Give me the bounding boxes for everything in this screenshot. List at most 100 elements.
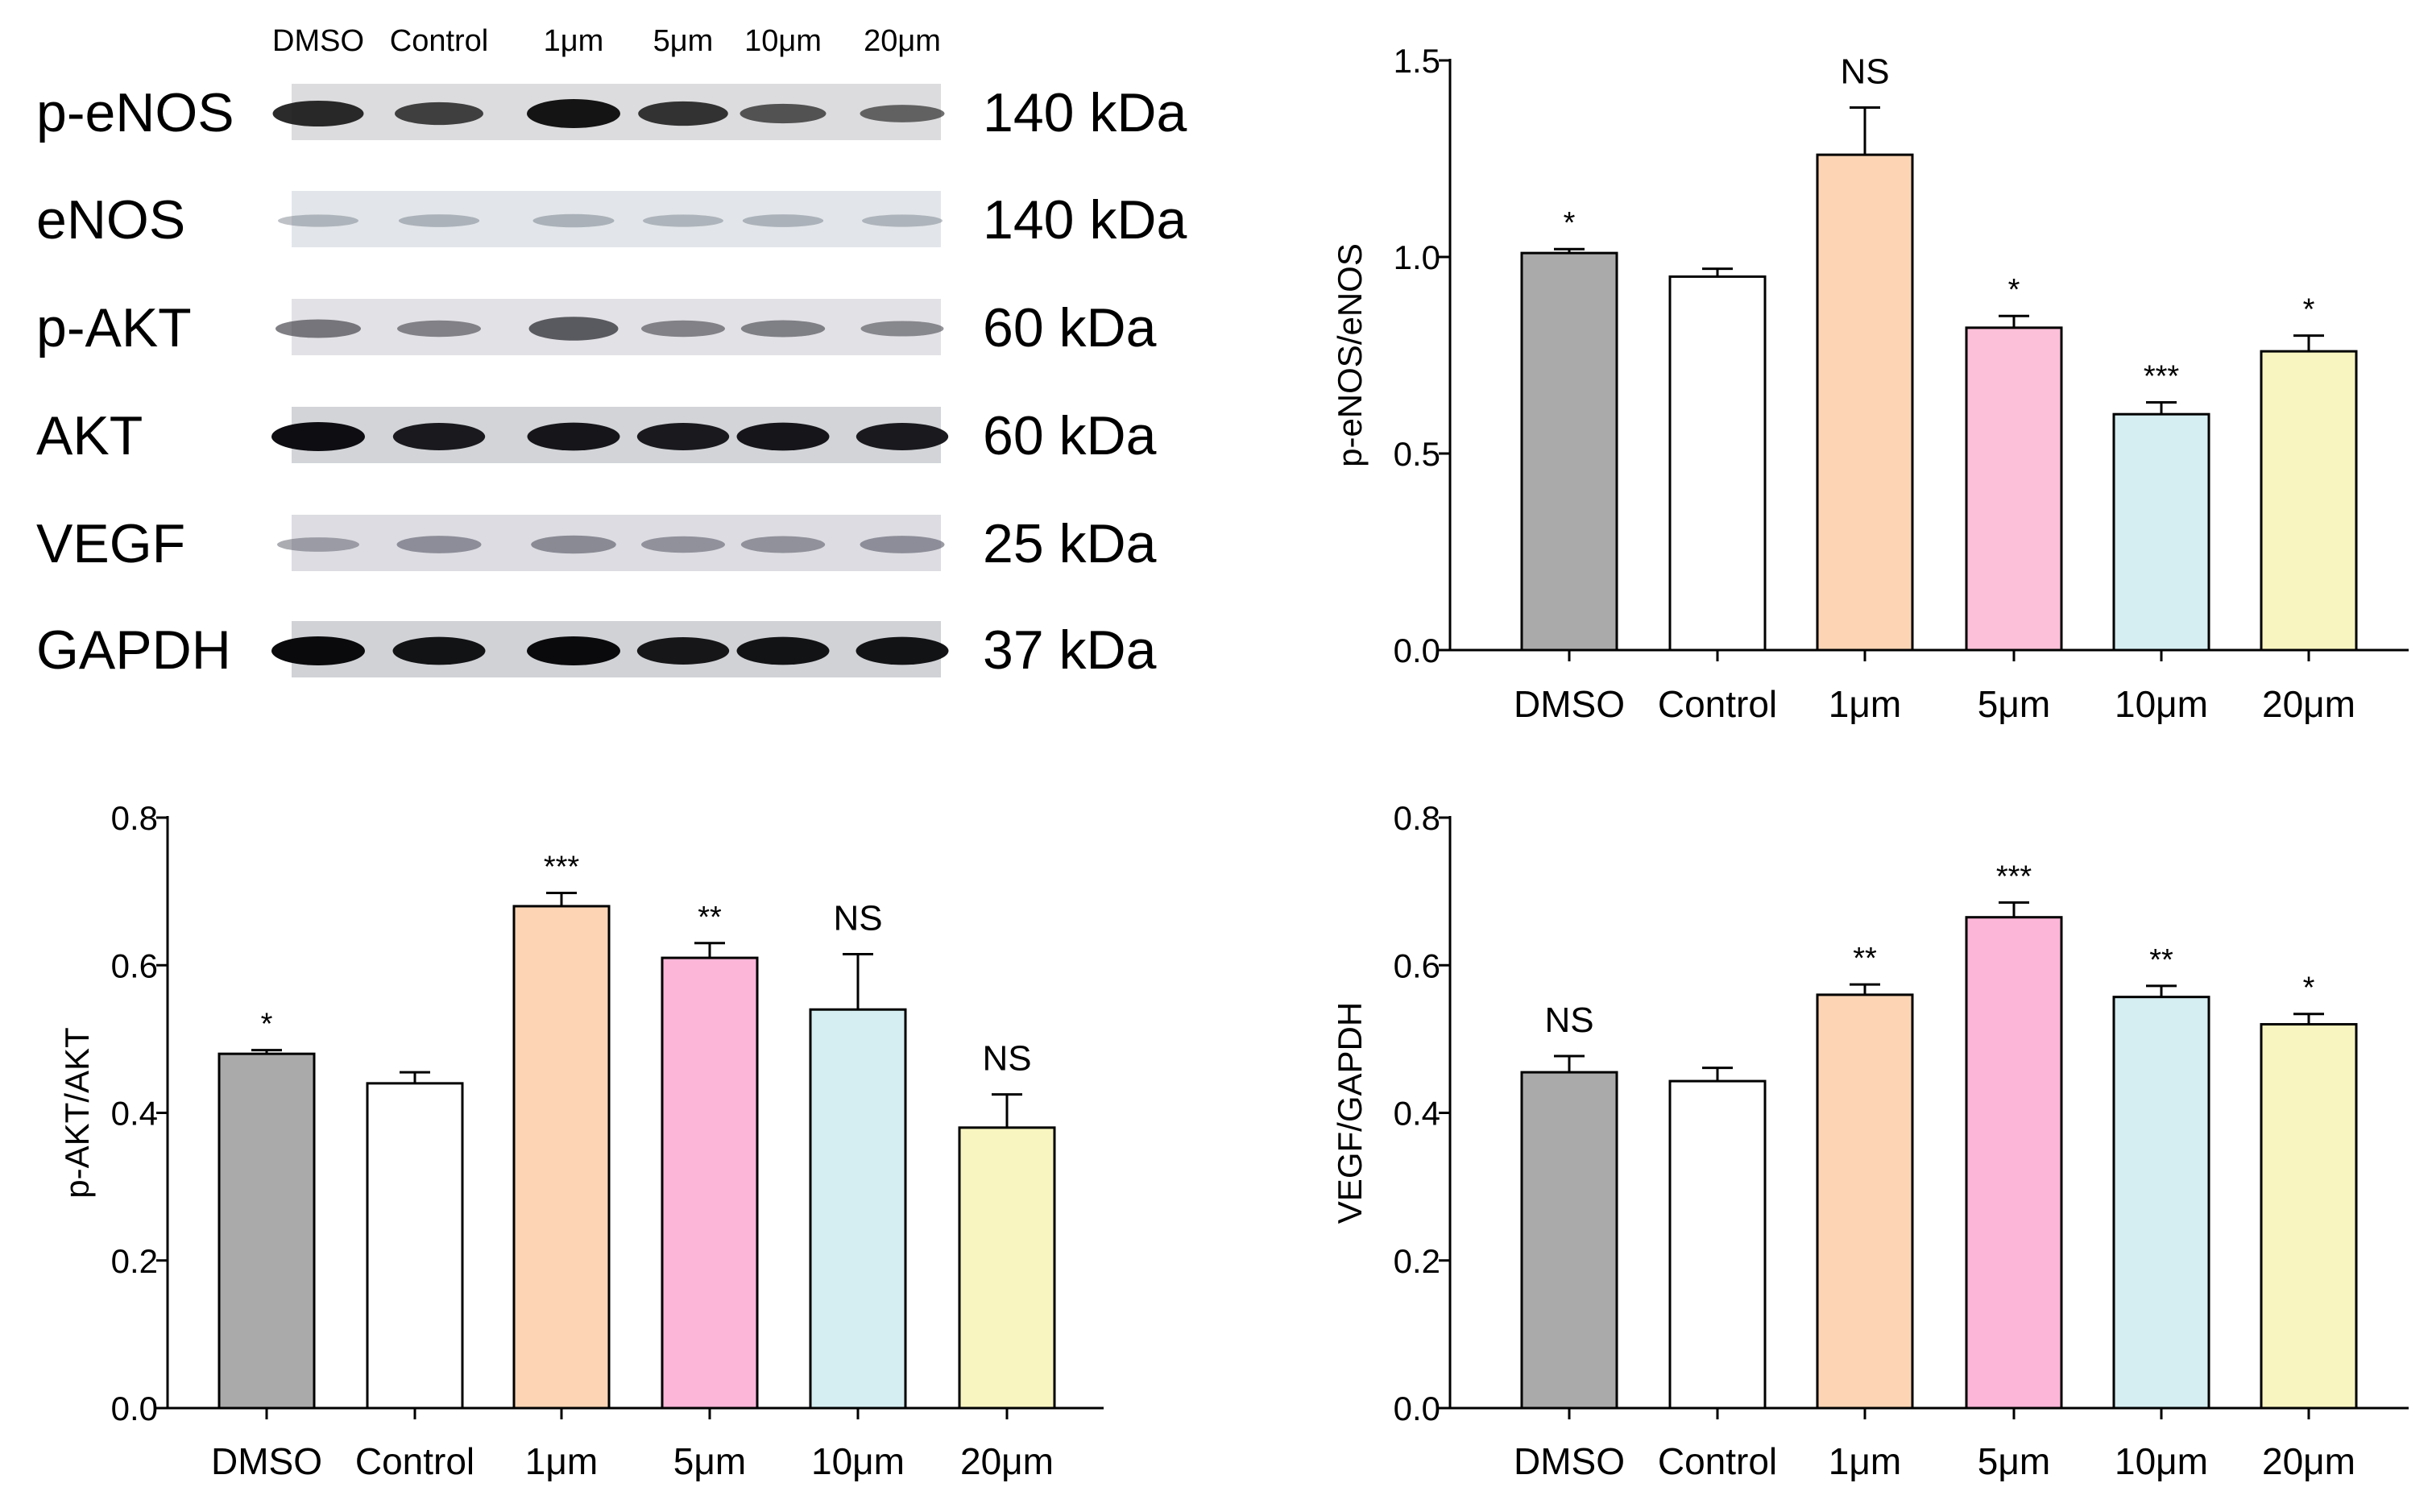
bar (2112, 412, 2210, 652)
bar (809, 1008, 907, 1410)
y-tick-label: 0.8 (111, 799, 158, 837)
x-tick-label: 20μm (960, 1440, 1054, 1482)
bar (1816, 153, 1914, 652)
x-tick-label: Control (1658, 1440, 1777, 1482)
blot-band (736, 636, 830, 665)
bar (1965, 326, 2063, 652)
significance-label: * (1564, 206, 1576, 240)
lane-label: 5μm (653, 24, 714, 58)
protein-label: AKT (36, 405, 143, 466)
bar (1520, 1071, 1618, 1410)
lane-label: 20μm (864, 24, 941, 58)
blot-band (532, 213, 615, 228)
x-tick-label: 5μm (673, 1440, 746, 1482)
chart-p-akt-akt: 0.0 0.2 0.4 0.6 0.8 p-AKT/AKT DMSO * Control 1μm *… (58, 799, 1104, 1482)
y-axis-title: p-AKT/AKT (58, 1027, 96, 1198)
bar (2112, 996, 2210, 1410)
x-tick-label: DMSO (1514, 683, 1625, 725)
blot-strip (292, 191, 941, 247)
significance-label: NS (982, 1039, 1031, 1079)
y-tick-label: 0.4 (1394, 1095, 1440, 1133)
x-tick-label: 20μm (2262, 683, 2355, 725)
y-tick-label: 1.5 (1394, 42, 1440, 80)
blot-band (740, 536, 826, 553)
molecular-weight-label: 140 kDa (983, 189, 1187, 251)
molecular-weight-label: 25 kDa (983, 513, 1157, 574)
significance-label: * (2303, 971, 2315, 1005)
x-tick-label: 20μm (2262, 1440, 2355, 1482)
protein-label: p-eNOS (36, 82, 234, 143)
blot-band (271, 636, 365, 665)
blot-band (527, 422, 620, 451)
y-tick-label: 0.2 (1394, 1242, 1440, 1280)
y-tick-label: 1.0 (1394, 238, 1440, 276)
blot-band (392, 636, 486, 665)
lane-label: Control (390, 24, 489, 58)
blot-band (740, 103, 827, 124)
blot-band (736, 422, 830, 451)
blot-band (278, 214, 358, 227)
molecular-weight-label: 37 kDa (983, 619, 1157, 681)
blot-band (527, 636, 620, 665)
blot-band (641, 536, 725, 553)
y-tick-label: 0.8 (1394, 799, 1440, 837)
y-tick-label: 0.2 (111, 1242, 158, 1280)
x-tick-label: 10μm (2115, 1440, 2208, 1482)
significance-label: * (2008, 273, 2020, 307)
blot-strip (292, 515, 941, 571)
y-tick-label: 0.5 (1394, 435, 1440, 473)
lane-label: DMSO (272, 24, 364, 58)
lane-label: 10μm (744, 24, 822, 58)
blot-band (272, 100, 364, 127)
y-axis-title: VEGF/GAPDH (1331, 1002, 1369, 1224)
protein-label: eNOS (36, 189, 185, 251)
blot-band (862, 214, 943, 227)
molecular-weight-label: 140 kDa (983, 82, 1187, 143)
blot-band (860, 105, 945, 122)
chart-vegf-gapdh: 0.0 0.2 0.4 0.6 0.8 VEGF/GAPDH DMSO NS Control 1μ… (1331, 799, 2409, 1482)
bar (2260, 350, 2358, 652)
significance-label: ** (698, 901, 722, 934)
y-tick-label: 0.0 (111, 1390, 158, 1427)
blot-band (742, 214, 824, 227)
blot-band (856, 423, 949, 450)
x-tick-label: 1μm (1829, 1440, 1901, 1482)
bar (218, 1052, 316, 1410)
x-tick-label: 1μm (525, 1440, 598, 1482)
y-tick-label: 0.6 (1394, 947, 1440, 984)
y-tick-label: 0.0 (1394, 1390, 1440, 1427)
significance-label: NS (833, 899, 882, 938)
x-tick-label: 10μm (811, 1440, 905, 1482)
blot-band (276, 319, 361, 338)
significance-label: *** (1996, 860, 2032, 893)
x-tick-label: DMSO (211, 1440, 322, 1482)
bar (512, 905, 611, 1410)
blot-band (636, 423, 730, 450)
bar (366, 1082, 464, 1410)
y-tick-label: 0.0 (1394, 632, 1440, 669)
blot-band (277, 537, 359, 552)
x-tick-label: Control (355, 1440, 474, 1482)
molecular-weight-label: 60 kDa (983, 297, 1157, 358)
blot-band (860, 321, 944, 337)
bar (1520, 251, 1618, 652)
bar (1965, 916, 2063, 1410)
x-tick-label: DMSO (1514, 1440, 1625, 1482)
protein-label: GAPDH (36, 619, 231, 681)
molecular-weight-label: 60 kDa (983, 405, 1157, 466)
x-tick-label: Control (1658, 683, 1777, 725)
significance-label: *** (544, 850, 580, 884)
x-tick-label: 5μm (1978, 1440, 2050, 1482)
significance-label: ** (1853, 942, 1877, 976)
blot-band (860, 536, 945, 553)
protein-label: VEGF (36, 513, 185, 574)
x-tick-label: 1μm (1829, 683, 1901, 725)
significance-label: ** (2149, 943, 2173, 977)
blot-band (396, 536, 482, 553)
blot-band (638, 101, 728, 126)
blot-band (531, 535, 616, 554)
y-tick-label: 0.4 (111, 1095, 158, 1133)
blot-band (856, 636, 949, 665)
significance-label: * (2303, 293, 2315, 327)
